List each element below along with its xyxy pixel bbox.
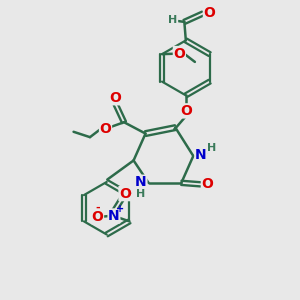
Text: O: O	[92, 210, 104, 224]
Text: O: O	[173, 46, 185, 61]
Text: O: O	[203, 6, 215, 20]
Text: -: -	[96, 203, 100, 213]
Text: +: +	[116, 204, 124, 214]
Text: O: O	[100, 122, 111, 136]
Text: O: O	[119, 187, 131, 201]
Text: N: N	[135, 175, 147, 189]
Text: O: O	[180, 104, 192, 118]
Text: O: O	[201, 177, 213, 191]
Text: O: O	[109, 91, 121, 105]
Text: N: N	[195, 148, 207, 162]
Text: H: H	[207, 142, 216, 153]
Text: N: N	[108, 209, 120, 223]
Text: H: H	[136, 189, 145, 199]
Text: H: H	[168, 15, 178, 26]
